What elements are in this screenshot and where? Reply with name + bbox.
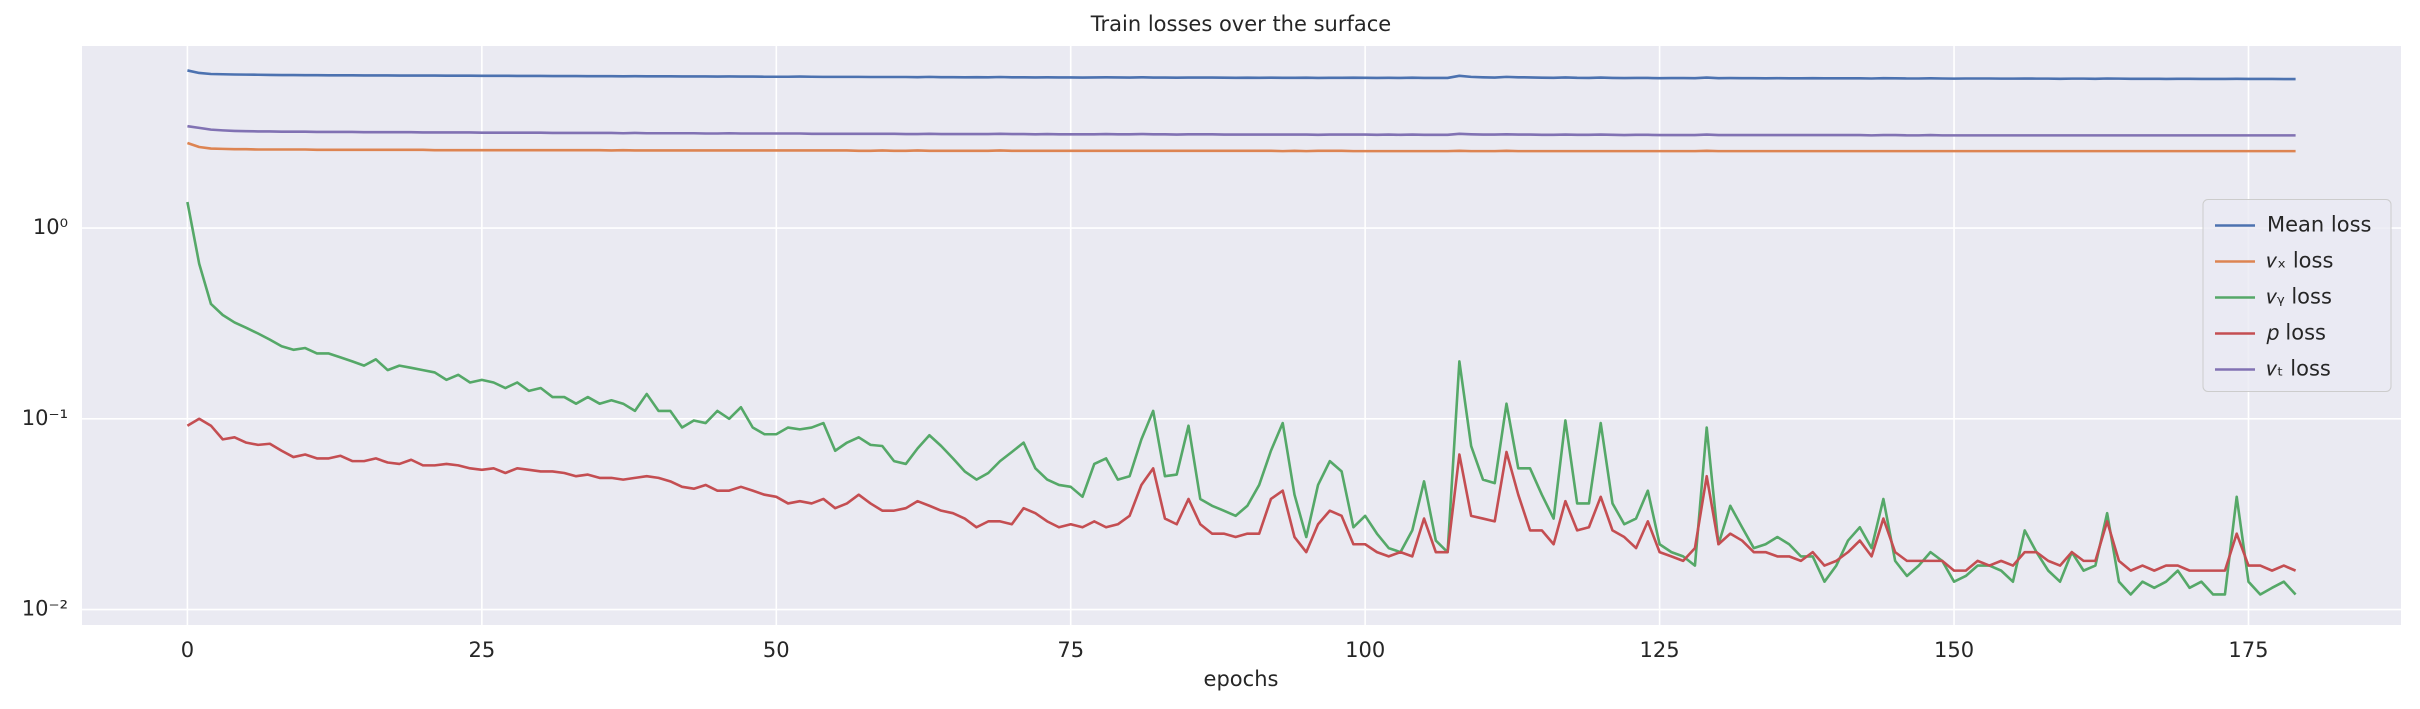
series-line	[186, 201, 2297, 596]
legend-label: 𝑣ₓ loss	[2267, 249, 2333, 273]
lines	[186, 69, 2297, 596]
y-tick-label: 10⁰	[33, 215, 68, 239]
series-line	[186, 141, 2296, 153]
x-axis-label: epochs	[1204, 667, 1279, 691]
x-tick-label: 100	[1345, 638, 1385, 662]
x-tick-label: 25	[468, 638, 495, 662]
series-line	[187, 124, 2296, 137]
legend-label: Mean loss	[2267, 213, 2371, 237]
legend-label: 𝑝 loss	[2266, 321, 2326, 345]
x-tick-label: 50	[763, 638, 790, 662]
x-tick-label: 125	[1640, 638, 1680, 662]
series-line	[186, 417, 2297, 572]
grid	[82, 46, 2401, 625]
plot-area	[82, 46, 2401, 625]
legend-label: 𝜈ₜ loss	[2267, 357, 2331, 381]
chart-title: Train losses over the surface	[1090, 12, 1391, 36]
series-line	[187, 69, 2296, 81]
legend-box	[2202, 199, 2392, 392]
x-tick-label: 175	[2228, 638, 2268, 662]
y-tick-label: 10⁻¹	[22, 406, 68, 430]
y-tick-label: 10⁻²	[22, 597, 68, 621]
x-tick-label: 75	[1057, 638, 1084, 662]
x-tick-label: 0	[181, 638, 194, 662]
x-tick-label: 150	[1934, 638, 1974, 662]
legend: Mean loss 𝑣ₓ loss 𝑣ᵧ loss 𝑝 loss 𝜈ₜ loss	[2202, 199, 2392, 392]
legend-label: 𝑣ᵧ loss	[2267, 285, 2332, 309]
